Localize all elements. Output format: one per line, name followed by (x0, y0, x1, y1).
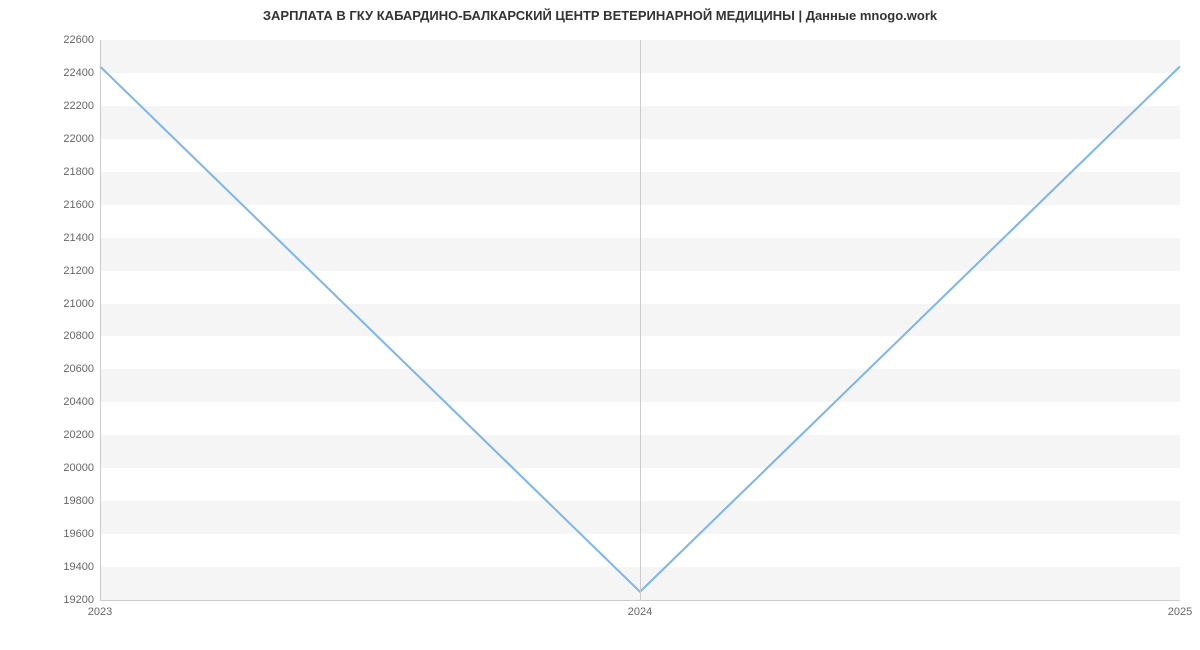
y-tick-label: 20400 (63, 396, 100, 408)
y-tick-label: 19600 (63, 528, 100, 540)
y-tick-label: 20800 (63, 330, 100, 342)
y-tick-label: 22600 (63, 34, 100, 46)
y-tick-label: 21800 (63, 166, 100, 178)
y-tick-label: 21000 (63, 298, 100, 310)
y-tick-label: 19400 (63, 561, 100, 573)
y-tick-label: 20200 (63, 429, 100, 441)
y-tick-label: 21200 (63, 265, 100, 277)
y-tick-label: 22400 (63, 67, 100, 79)
x-tick-label: 2024 (628, 600, 652, 618)
plot-area: 1920019400196001980020000202002040020600… (100, 40, 1180, 600)
chart-container: ЗАРПЛАТА В ГКУ КАБАРДИНО-БАЛКАРСКИЙ ЦЕНТ… (0, 0, 1200, 650)
axis-line (100, 600, 1180, 601)
y-tick-label: 20000 (63, 462, 100, 474)
chart-title: ЗАРПЛАТА В ГКУ КАБАРДИНО-БАЛКАРСКИЙ ЦЕНТ… (0, 8, 1200, 23)
axis-line (100, 40, 101, 600)
axis-line (640, 40, 641, 600)
y-tick-label: 20600 (63, 363, 100, 375)
x-tick-label: 2023 (88, 600, 112, 618)
y-tick-label: 21400 (63, 232, 100, 244)
y-tick-label: 22200 (63, 100, 100, 112)
y-tick-label: 22000 (63, 133, 100, 145)
x-tick-label: 2025 (1168, 600, 1192, 618)
y-tick-label: 19800 (63, 495, 100, 507)
y-tick-label: 21600 (63, 199, 100, 211)
